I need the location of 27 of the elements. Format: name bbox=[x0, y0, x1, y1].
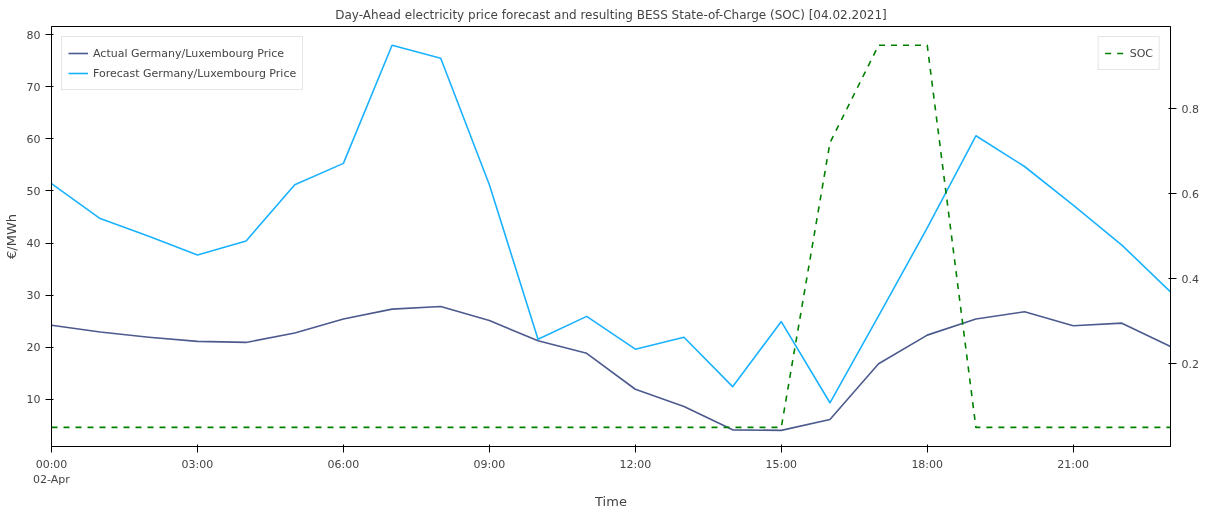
y2-tick-label: 0.4 bbox=[1181, 272, 1199, 286]
y-tick-label: 30 bbox=[26, 289, 41, 303]
x-tick-label: 03:00 bbox=[181, 457, 214, 471]
y-tick-label: 60 bbox=[26, 132, 41, 146]
y2-tick-label: 0.6 bbox=[1181, 187, 1199, 201]
legend-label: SOC bbox=[1129, 46, 1153, 60]
x-tick-label: 06:00 bbox=[327, 457, 360, 471]
legend-label: Actual Germany/Luxembourg Price bbox=[93, 46, 285, 60]
y2-tick-label: 0.8 bbox=[1181, 102, 1199, 116]
chart-title: Day-Ahead electricity price forecast and resulting BESS State-of-Charge (SOC) [04.02.2021] bbox=[335, 7, 887, 22]
x-tick-label: 18:00 bbox=[911, 457, 944, 471]
y-axis-title: €/MWh bbox=[3, 214, 19, 259]
x-tick-label: 21:00 bbox=[1057, 457, 1090, 471]
x-tick-label: 15:00 bbox=[765, 457, 798, 471]
legend-label: Forecast Germany/Luxembourg Price bbox=[93, 66, 297, 80]
y-tick-label: 50 bbox=[26, 184, 41, 198]
y-tick-label: 10 bbox=[26, 393, 41, 407]
x-axis-title: Time bbox=[594, 494, 627, 510]
x-tick-label: 12:00 bbox=[619, 457, 652, 471]
x-tick-label: 09:00 bbox=[473, 457, 506, 471]
y2-tick-label: 0.2 bbox=[1181, 357, 1199, 371]
y-tick-label: 70 bbox=[26, 80, 41, 94]
line-series bbox=[51, 305, 1171, 432]
y-tick-label: 80 bbox=[26, 28, 41, 42]
y-tick-label: 40 bbox=[26, 237, 41, 251]
x-tick-label: 00:00 02-Apr bbox=[33, 457, 71, 487]
y-tick-label: 20 bbox=[26, 341, 41, 355]
